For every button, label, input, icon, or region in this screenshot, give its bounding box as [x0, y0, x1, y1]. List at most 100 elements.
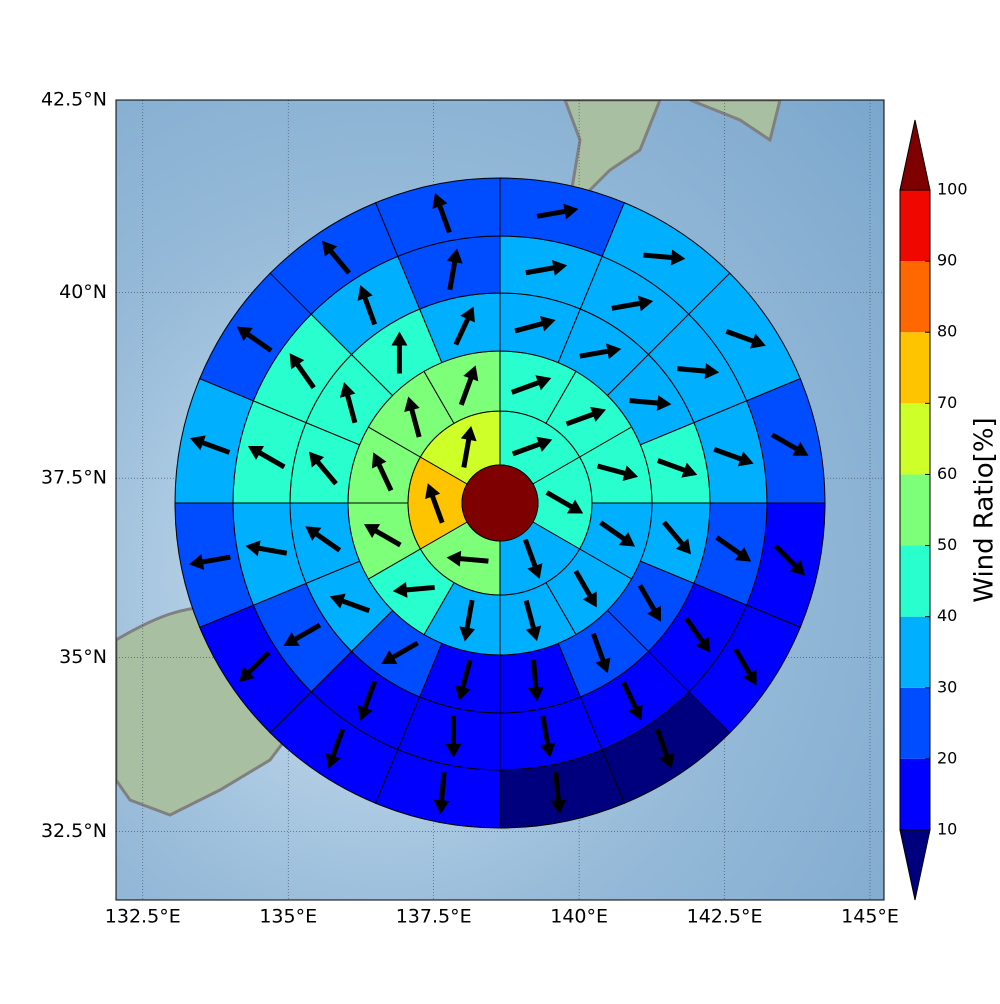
wind-arrow — [656, 458, 698, 478]
wind-arrow — [611, 295, 654, 312]
colorbar-band — [900, 261, 930, 333]
wind-arrow — [773, 544, 806, 576]
wind-arrow — [629, 395, 672, 412]
wind-arrow — [308, 451, 338, 486]
wind-arrow — [305, 526, 342, 553]
wind-arrow — [579, 343, 622, 360]
axis-ticks: 132.5°E 135°E 137.5°E 140°E 142.5°E 145°E 32.5… — [41, 89, 899, 928]
y-tick-label: 37.5°N — [41, 467, 107, 489]
x-tick-label: 132.5°E — [105, 906, 181, 928]
x-tick-label: 142.5°E — [687, 906, 763, 928]
x-tick-label: 140°E — [550, 906, 608, 928]
colorbar-tick-label: 100 — [937, 180, 968, 199]
x-tick-label: 135°E — [259, 906, 317, 928]
wind-arrow — [536, 203, 579, 220]
wind-arrow — [522, 538, 543, 580]
wind-arrow — [511, 436, 553, 457]
wind-arrow — [391, 331, 408, 374]
wind-arrow — [459, 599, 476, 642]
wind-arrow — [565, 406, 607, 427]
wind-arrow — [453, 306, 475, 346]
wind-arrow — [189, 554, 231, 570]
wind-arrow — [573, 569, 597, 608]
wind-arrow — [725, 329, 766, 349]
wind-arrow — [523, 599, 542, 642]
colorbar-frame — [899, 189, 931, 831]
land-shape — [689, 100, 782, 143]
wind-arrow — [445, 715, 462, 758]
colorbar-band — [900, 190, 930, 262]
wind-arrow — [236, 326, 273, 353]
wind-arrow — [637, 584, 661, 622]
colorbar-band — [900, 474, 930, 546]
y-tick-label: 35°N — [59, 646, 107, 668]
colorbar-tick-label: 40 — [937, 606, 957, 625]
wind-arrow — [239, 650, 271, 683]
wind-arrow — [247, 445, 286, 470]
wind-arrow — [392, 581, 435, 598]
wind-arrow — [189, 435, 231, 455]
colorbar-band — [900, 332, 930, 404]
x-tick-label: 137.5°E — [396, 906, 472, 928]
wind-arrow — [371, 452, 394, 492]
x-tick-label: 145°E — [841, 906, 899, 928]
colorbar-band — [900, 758, 930, 830]
wind-arrow — [446, 550, 489, 567]
sector — [374, 177, 501, 257]
wind-arrow — [446, 248, 463, 291]
colorbar: 10 20 30 40 50 60 70 80 90 100 — [899, 119, 968, 901]
wind-arrow — [458, 365, 479, 406]
wind-arrow — [713, 446, 754, 467]
wind-arrow — [339, 382, 358, 424]
wind-arrow — [322, 240, 351, 275]
wind-arrow — [404, 396, 422, 438]
wind-arrow — [715, 535, 752, 562]
y-tick-label: 40°N — [59, 281, 107, 303]
wind-arrow — [599, 520, 636, 547]
wind-arrow — [591, 632, 611, 674]
colorbar-tick-label: 20 — [937, 748, 957, 767]
wind-arrow — [643, 249, 686, 266]
wind-arrow — [381, 640, 419, 664]
wind-arrow — [245, 540, 288, 557]
plot-frame — [115, 99, 885, 901]
wind-arrow — [770, 432, 809, 456]
wind-arrow — [325, 728, 346, 769]
wind-arrow — [514, 315, 556, 334]
colorbar-tick-label: 70 — [937, 393, 957, 412]
colorbar-tick-label: 60 — [937, 464, 957, 483]
wind-arrow — [455, 659, 473, 701]
y-tick-label: 42.5°N — [41, 89, 107, 111]
wind-arrow — [329, 593, 371, 614]
colorbar-band — [900, 545, 930, 617]
wind-arrow — [662, 520, 692, 555]
wind-arrow — [357, 680, 378, 722]
wind-arrow — [545, 490, 584, 514]
wind-arrow — [432, 192, 452, 234]
wind-arrow — [684, 616, 711, 653]
sectors — [174, 177, 826, 829]
wind-arrow — [425, 483, 445, 524]
wind-arrow — [596, 463, 639, 481]
wind-arrow — [621, 681, 643, 721]
colorbar-band — [900, 616, 930, 688]
wind-arrow — [525, 259, 568, 276]
colorbar-tick-label: 10 — [937, 820, 957, 839]
wind-arrows — [189, 192, 809, 815]
colorbar-label: Wind Ratio[%] — [970, 417, 1000, 602]
colorbar-tick-label: 80 — [937, 322, 957, 341]
center-disc — [461, 464, 539, 542]
colorbar-under — [899, 829, 931, 901]
wind-arrow — [460, 426, 477, 468]
wind-arrow — [433, 772, 450, 815]
colorbar-tick-label: 50 — [937, 535, 957, 554]
colorbar-tick-label: 30 — [937, 677, 957, 696]
colorbar-band — [900, 687, 930, 759]
wind-arrow — [733, 648, 757, 686]
colorbar-tick-label: 90 — [937, 251, 957, 270]
wind-arrow — [357, 284, 378, 326]
wind-arrow — [677, 363, 720, 380]
wind-arrow — [654, 728, 675, 769]
wind-arrow — [289, 353, 316, 390]
wind-arrow — [363, 524, 402, 548]
